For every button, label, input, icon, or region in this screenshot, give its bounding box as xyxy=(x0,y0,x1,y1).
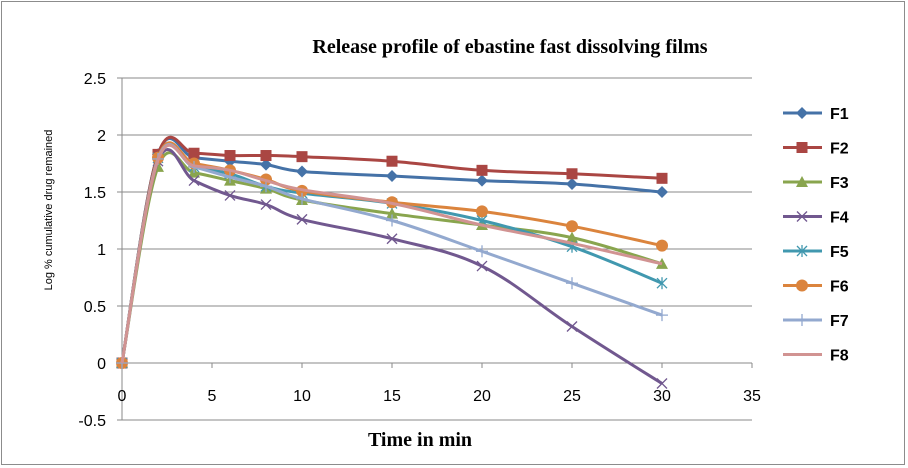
data-point xyxy=(476,205,488,218)
data-point xyxy=(296,151,308,163)
data-point xyxy=(386,207,398,219)
chart-title: Release profile of ebastine fast dissolv… xyxy=(312,36,707,58)
data-point xyxy=(566,277,578,290)
legend-label: F1 xyxy=(830,106,849,123)
data-point xyxy=(296,165,308,178)
data-point xyxy=(656,172,668,184)
data-point xyxy=(656,239,668,252)
x-tick-label: 15 xyxy=(383,388,401,405)
data-point xyxy=(386,155,398,167)
series-group xyxy=(116,135,668,389)
data-point xyxy=(188,147,200,159)
data-point xyxy=(224,150,236,162)
y-tick-label: 2.5 xyxy=(84,71,106,88)
y-tick-labels: -0.5 0 0.5 1 1.5 2 2.5 xyxy=(78,71,106,430)
x-tick-label: 25 xyxy=(563,388,581,405)
legend-marker xyxy=(796,107,808,119)
legend-item-f2: F2 xyxy=(783,141,849,158)
legend-marker xyxy=(796,314,808,326)
x-axis-label: Time in min xyxy=(368,429,472,451)
legend-label: F4 xyxy=(830,210,849,227)
legend: F1 F2 F3 F4 F5 F6 F7 F8 xyxy=(783,106,849,365)
data-point xyxy=(386,214,398,227)
data-point xyxy=(224,189,236,201)
data-point xyxy=(476,164,488,176)
legend-item-f5: F5 xyxy=(783,244,849,261)
y-tick-label: 2 xyxy=(97,128,106,145)
data-point xyxy=(260,199,272,210)
data-point xyxy=(476,260,488,272)
x-tick-label: 35 xyxy=(743,388,761,405)
x-tick-label: 30 xyxy=(653,388,671,405)
legend-marker xyxy=(796,211,808,222)
y-tick-label: 0 xyxy=(97,356,106,373)
legend-marker xyxy=(796,279,808,292)
x-tick-labels: 0 5 10 15 20 25 30 35 xyxy=(118,388,761,405)
y-axis-label: Log % cumulative drug remained xyxy=(43,130,55,291)
legend-label: F7 xyxy=(830,313,849,330)
legend-label: F8 xyxy=(830,348,849,365)
data-point xyxy=(656,277,668,290)
series-f8 xyxy=(120,143,663,364)
data-point xyxy=(566,321,578,332)
y-tick-label: 0.5 xyxy=(84,299,106,316)
data-point xyxy=(260,150,272,162)
data-point xyxy=(224,171,236,184)
series-line xyxy=(120,143,663,364)
data-point xyxy=(566,231,578,243)
data-point xyxy=(476,174,488,187)
data-point xyxy=(656,378,668,389)
data-point xyxy=(260,180,272,193)
legend-marker xyxy=(796,142,808,153)
legend-marker xyxy=(796,245,808,257)
legend-item-f1: F1 xyxy=(783,106,849,123)
y-tick-label: 1.5 xyxy=(84,185,106,202)
legend-label: F3 xyxy=(830,175,849,192)
x-tick-label: 0 xyxy=(118,388,127,405)
data-point xyxy=(656,186,668,198)
legend-label: F6 xyxy=(830,279,849,296)
data-point xyxy=(296,213,308,225)
legend-item-f3: F3 xyxy=(783,175,849,192)
data-point xyxy=(188,175,200,187)
data-point xyxy=(476,245,488,258)
y-tick-label: 1 xyxy=(97,242,106,259)
legend-marker xyxy=(796,176,808,187)
data-point xyxy=(566,178,578,191)
legend-item-f8: F8 xyxy=(783,348,849,365)
x-tick-label: 20 xyxy=(473,388,491,405)
y-tick-label: -0.5 xyxy=(78,413,106,430)
legend-label: F5 xyxy=(830,244,849,261)
data-point xyxy=(260,158,272,171)
legend-item-f4: F4 xyxy=(783,210,849,227)
data-point xyxy=(656,309,668,322)
data-point xyxy=(296,192,308,205)
data-point xyxy=(386,170,398,183)
legend-label: F2 xyxy=(830,141,849,158)
legend-item-f7: F7 xyxy=(783,313,849,330)
data-point xyxy=(566,220,578,233)
data-point xyxy=(386,233,398,245)
x-tick-label: 5 xyxy=(208,388,217,405)
legend-item-f6: F6 xyxy=(783,279,849,296)
x-tick-label: 10 xyxy=(293,388,311,405)
data-point xyxy=(566,168,578,180)
